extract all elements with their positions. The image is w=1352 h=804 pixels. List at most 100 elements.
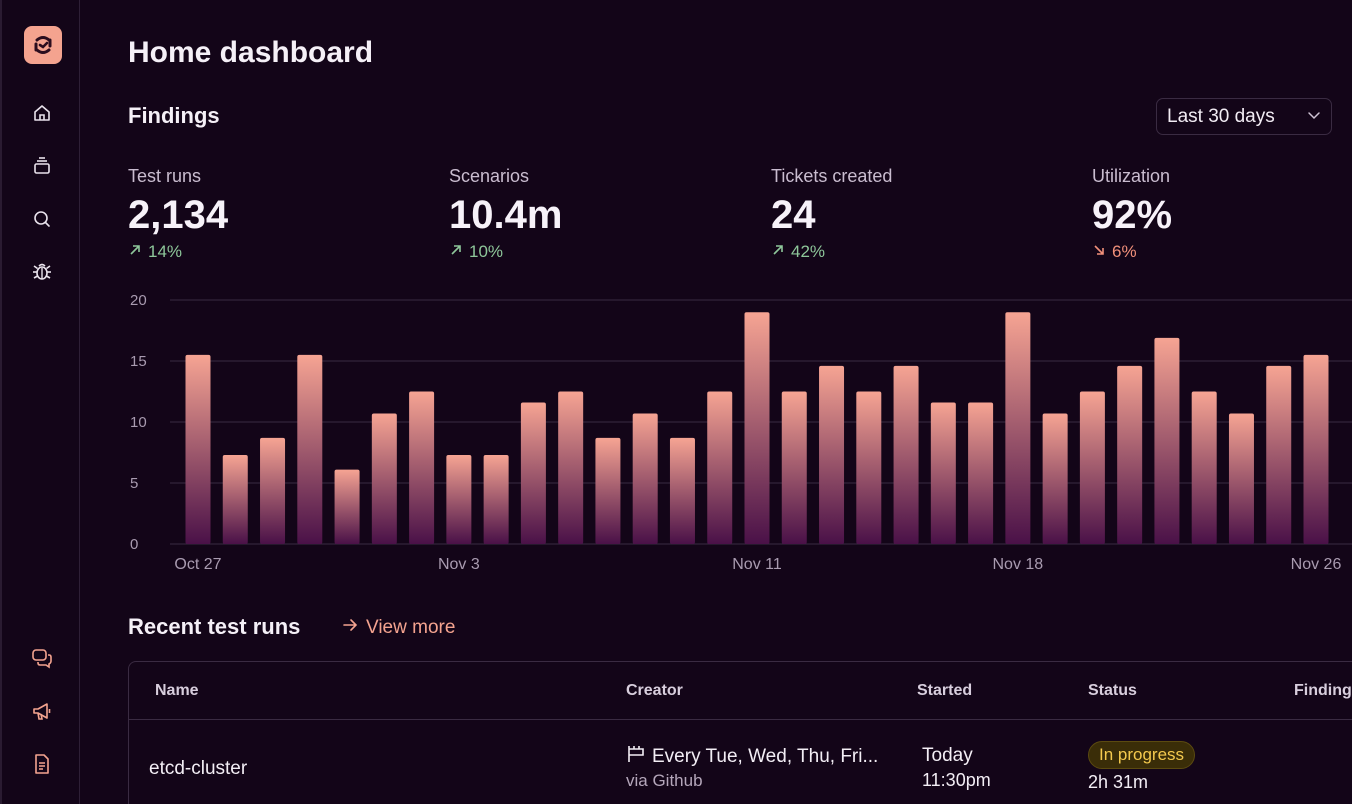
run-started-date: Today [922, 745, 973, 766]
stat-value: 10.4m [449, 193, 563, 237]
chart-bar[interactable] [260, 437, 286, 544]
chart-bar[interactable] [819, 365, 845, 544]
arrow-right-icon [342, 617, 358, 639]
stat-value: 24 [771, 193, 816, 237]
run-creator-label: Every Tue, Wed, Thu, Fri... [652, 746, 879, 767]
megaphone-icon[interactable] [31, 700, 53, 722]
stat-delta: 42% [771, 242, 1071, 262]
stat-delta-value: 14% [148, 242, 183, 261]
chart-bar[interactable] [893, 365, 919, 544]
recent-runs-table: Name Creator Started Status Finding etcd… [128, 661, 1352, 804]
stat-utilization: Utilization 92% 6% [1092, 166, 1352, 262]
stat-delta-value: 42% [791, 242, 826, 261]
status-badge: In progress [1088, 741, 1196, 769]
findings-bar-chart: 0 5 10 15 20 Oct 27 Nov 3 Nov 11 Nov 18 Nov 26 [130, 292, 1352, 573]
stat-label: Tickets created [771, 166, 893, 186]
chat-icon[interactable] [31, 647, 53, 669]
chart-bar[interactable] [371, 413, 397, 544]
column-header-creator[interactable]: Creator [626, 682, 683, 699]
chart-bar[interactable] [558, 391, 584, 545]
chart-bar[interactable] [781, 391, 807, 545]
stat-scenarios: Scenarios 10.4m 10% [449, 166, 749, 262]
chevron-down-icon [1307, 106, 1321, 128]
arrow-down-right-icon [1092, 242, 1106, 262]
stat-value: 2,134 [128, 193, 229, 237]
chart-bar[interactable] [1303, 354, 1329, 544]
stat-delta-value: 6% [1112, 242, 1137, 261]
column-header-started[interactable]: Started [917, 682, 973, 699]
column-header-finding[interactable]: Finding [1294, 682, 1352, 699]
chart-bar[interactable] [409, 391, 435, 545]
run-started-time: 11:30pm [922, 770, 991, 790]
findings-title: Findings [128, 103, 220, 128]
chart-bar[interactable] [930, 402, 956, 544]
chart-bar[interactable] [1154, 337, 1180, 544]
main-content: Home dashboard Findings Last 30 days Tes… [80, 0, 1352, 804]
view-more-link[interactable]: View more [342, 617, 455, 639]
chart-bar[interactable] [1005, 312, 1031, 544]
chart-bar[interactable] [707, 391, 733, 545]
column-header-status[interactable]: Status [1088, 682, 1137, 699]
run-creator: Every Tue, Wed, Thu, Fri... [626, 744, 878, 770]
x-tick-label: Oct 27 [174, 556, 221, 573]
view-more-label: View more [366, 617, 456, 638]
chart-bar[interactable] [1079, 391, 1105, 545]
chart-bar[interactable] [1042, 413, 1068, 544]
home-icon[interactable] [31, 102, 53, 124]
x-tick-label: Nov 11 [732, 556, 782, 573]
date-range-value: Last 30 days [1167, 105, 1275, 127]
chart-bar[interactable] [483, 454, 509, 544]
chart-bar[interactable] [1228, 413, 1254, 544]
chart-bar[interactable] [856, 391, 882, 545]
stat-label: Test runs [128, 166, 202, 186]
chart-bar[interactable] [1117, 365, 1143, 544]
date-range-select[interactable]: Last 30 days [1156, 98, 1332, 135]
stack-icon[interactable] [31, 155, 53, 177]
arrow-up-right-icon [128, 242, 142, 262]
y-tick-label: 0 [130, 536, 138, 553]
chart-bar[interactable] [520, 402, 546, 544]
arrow-up-right-icon [449, 242, 463, 262]
y-tick-label: 10 [130, 414, 147, 431]
search-icon[interactable] [31, 208, 53, 230]
chart-bar[interactable] [446, 454, 472, 544]
stat-delta: 10% [449, 242, 749, 262]
arrow-up-right-icon [771, 242, 785, 262]
chart-bar[interactable] [632, 413, 658, 544]
column-header-name[interactable]: Name [155, 682, 199, 699]
chart-bar[interactable] [744, 312, 770, 544]
stat-delta: 14% [128, 242, 428, 262]
stat-test-runs: Test runs 2,134 14% [128, 166, 428, 262]
run-duration: 2h 31m [1088, 772, 1149, 792]
chart-bar[interactable] [334, 469, 360, 544]
stat-label: Utilization [1092, 166, 1171, 186]
bug-icon[interactable] [31, 260, 53, 282]
chart-bar[interactable] [1191, 391, 1217, 545]
x-tick-label: Nov 26 [1291, 556, 1342, 573]
table-header: Name Creator Started Status Finding [129, 662, 1352, 720]
x-tick-label: Nov 3 [438, 556, 480, 573]
app-logo-icon[interactable] [24, 26, 62, 64]
chart-bar[interactable] [1266, 365, 1292, 544]
chart-bar[interactable] [185, 354, 211, 544]
chart-bar[interactable] [968, 402, 994, 544]
x-tick-label: Nov 18 [993, 556, 1044, 573]
y-tick-label: 15 [130, 353, 147, 370]
document-icon[interactable] [31, 753, 53, 775]
chart-bar[interactable] [595, 437, 621, 544]
y-tick-label: 5 [130, 475, 138, 492]
sidebar [0, 0, 80, 804]
run-name[interactable]: etcd-cluster [149, 758, 248, 779]
stat-label: Scenarios [449, 166, 530, 186]
chart-bar[interactable] [222, 454, 248, 544]
page-title: Home dashboard [128, 36, 374, 69]
calendar-schedule-icon [626, 744, 646, 770]
chart-bar[interactable] [297, 354, 323, 544]
stat-tickets-created: Tickets created 24 42% [771, 166, 1071, 262]
recent-test-runs-title: Recent test runs [128, 614, 301, 639]
chart-bar[interactable] [669, 437, 695, 544]
run-creator-source: via Github [626, 771, 703, 790]
stat-delta-value: 10% [469, 242, 504, 261]
stat-value: 92% [1092, 193, 1173, 237]
y-tick-label: 20 [130, 292, 147, 309]
